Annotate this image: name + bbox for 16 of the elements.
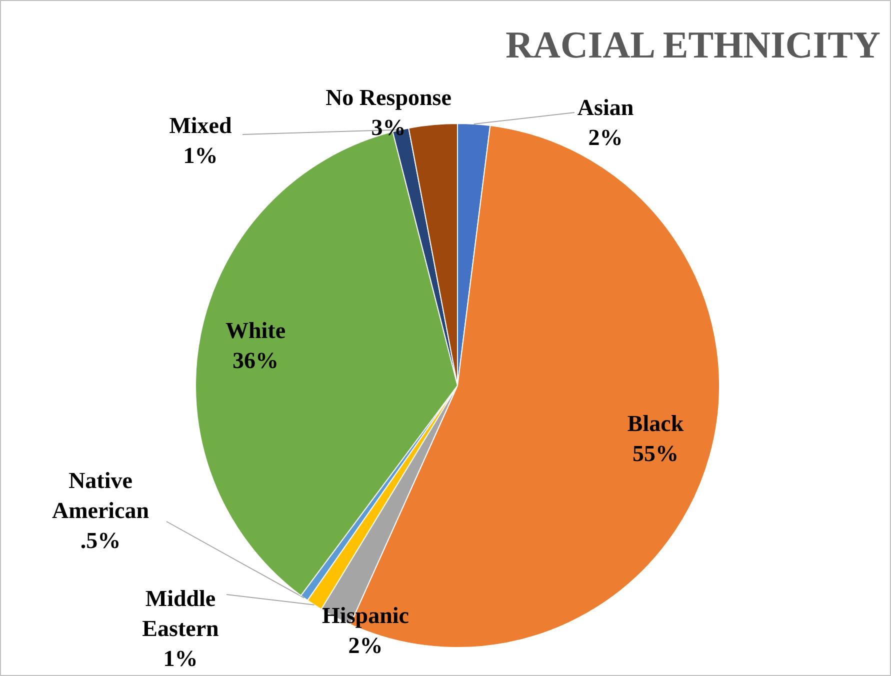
slice-label: Native American [52,468,150,523]
slice-label: Mixed [169,113,232,138]
slice-label: White [225,318,286,343]
chart-title: RACIAL ETHNICITY [506,24,880,66]
data-label: 1% [183,143,218,168]
slice-label: No Response [326,85,452,110]
data-label: 2% [588,125,623,150]
data-label: 3% [371,115,406,140]
data-label: 2% [348,633,383,658]
data-label: .5% [80,528,121,553]
slice-label: Asian [577,95,634,120]
data-label: 55% [632,441,678,466]
data-label: 1% [163,646,198,671]
slice-label: Middle Eastern [142,586,220,641]
data-label: 36% [232,348,278,373]
slice-label: Black [627,411,684,436]
